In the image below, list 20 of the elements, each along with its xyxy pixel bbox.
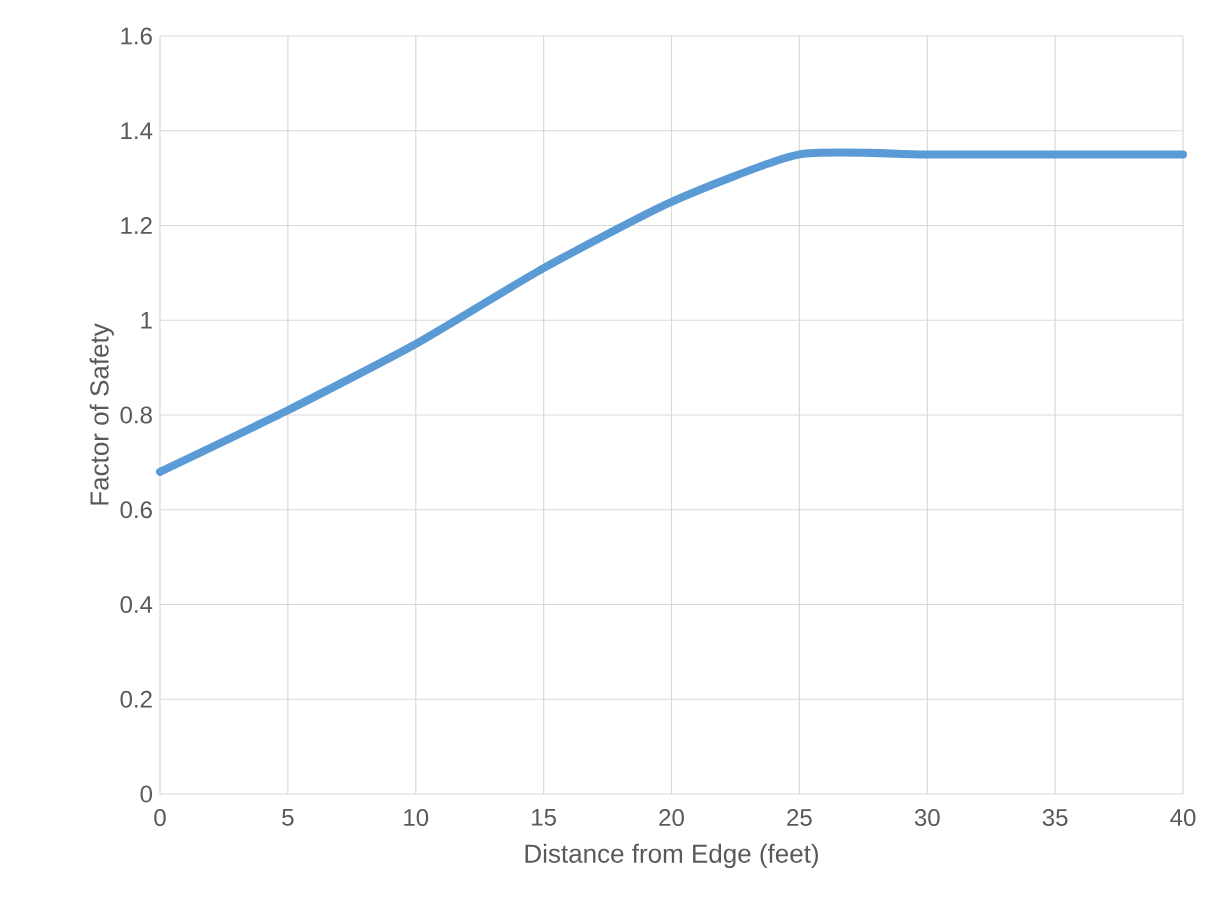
y-tick-label: 0.2 (120, 690, 152, 708)
y-tick-label: 0.6 (120, 501, 152, 519)
y-tick-label: 0.4 (120, 596, 153, 613)
y-tick-label: 1 (141, 312, 152, 329)
x-tick-label: 10 (404, 809, 429, 827)
x-tick-label: 30 (914, 809, 940, 827)
x-axis-title: Distance from Edge (feet) (525, 843, 818, 869)
y-tick-label: 1.6 (121, 27, 152, 45)
x-tick-label: 20 (659, 809, 684, 827)
x-tick-label: 5 (282, 809, 294, 826)
y-tick-label: 1.2 (121, 217, 152, 234)
x-tick-label: 25 (787, 809, 812, 827)
y-tick-label: 0 (140, 785, 153, 803)
x-tick-label: 40 (1170, 809, 1196, 827)
x-tick-label: 15 (532, 809, 556, 826)
x-tick-label: 35 (1042, 809, 1068, 827)
y-tick-label: 1.4 (121, 122, 153, 139)
x-tick-label: 0 (154, 809, 166, 827)
y-axis-title: Factor of Safety (89, 323, 114, 505)
y-tick-label: 0.8 (120, 406, 152, 424)
